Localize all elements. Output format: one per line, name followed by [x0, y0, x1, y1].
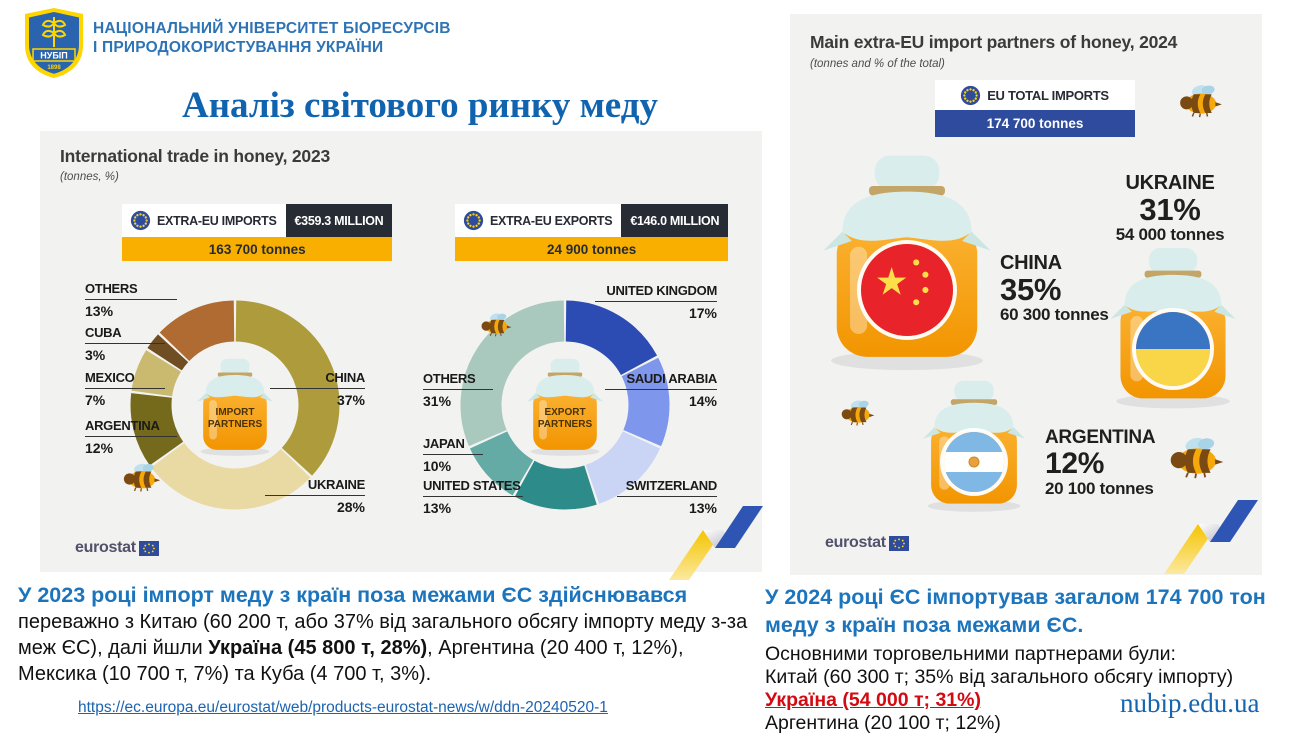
logo-year: 1898 — [47, 65, 61, 71]
imports-badge-top: EXTRA-EU IMPORTS €359.3 MILLION — [122, 204, 393, 237]
total-badge-label: EU TOTAL IMPORTS — [987, 87, 1109, 103]
import-label-ukraine: UKRAINE 28% — [265, 477, 365, 515]
ukraine-flag-icon — [1136, 312, 1210, 386]
argentina-label: ARGENTINA 12% 20 100 tonnes — [1045, 427, 1156, 498]
china-honey-jar — [812, 148, 1002, 372]
import-label-others: OTHERS 13% — [85, 281, 177, 319]
eu-flag-icon — [463, 210, 484, 231]
slide-title: Аналіз світового ринку меду — [182, 85, 658, 126]
china-label: CHINA 35% 60 300 tonnes — [1000, 252, 1109, 324]
import-donut-center-label: IMPORT PARTNERS — [207, 407, 263, 430]
eurostat-wordmark: eurostat — [75, 539, 136, 556]
right-panel-subtitle: (tonnes and % of the total) — [810, 58, 945, 70]
export-label-united-states: UNITED STATES 13% — [423, 478, 523, 516]
exports-badge-label-box: EXTRA-EU EXPORTS — [455, 204, 622, 237]
eu-flag-icon — [130, 210, 151, 231]
eurostat-wordmark: eurostat — [825, 534, 886, 551]
university-website-link[interactable]: nubip.edu.ua — [1120, 688, 1260, 718]
eu-flag-icon — [888, 535, 909, 551]
right-panel-title: Main extra-EU import partners of honey, … — [810, 32, 1178, 52]
imports-badge-label: EXTRA-EU IMPORTS — [157, 213, 277, 228]
bee-icon — [480, 311, 513, 337]
university-logo: НУБІП 1898 — [25, 8, 83, 78]
university-name-line2: І ПРИРОДОКОРИСТУВАННЯ УКРАЇНИ — [93, 39, 384, 56]
notes-2023: У 2023 році імпорт меду з країн поза меж… — [18, 582, 762, 721]
bee-icon — [1178, 82, 1224, 118]
extra-eu-imports-badge: EXTRA-EU IMPORTS €359.3 MILLION 163 700 … — [122, 204, 393, 261]
export-donut-center-label: EXPORT PARTNERS — [537, 407, 593, 430]
eurostat-logo: eurostat — [825, 534, 909, 552]
exports-badge-value: €146.0 MILLION — [621, 204, 729, 237]
notes-2023-headline: У 2023 році імпорт меду з країн поза меж… — [18, 583, 688, 607]
total-badge-label-box: EU TOTAL IMPORTS — [935, 80, 1135, 110]
argentina-honey-jar — [916, 376, 1032, 513]
argentina-flag-icon — [944, 432, 1004, 492]
china-flag-icon — [861, 244, 953, 336]
import-label-mexico: MEXICO 7% — [85, 370, 165, 408]
exports-badge-top: EXTRA-EU EXPORTS €146.0 MILLION — [455, 204, 729, 237]
import-jar-icon: IMPORT PARTNERS — [192, 355, 278, 457]
honey-jar-icon — [192, 355, 278, 457]
export-partners-donut — [460, 300, 670, 510]
import-partners-donut — [130, 300, 340, 510]
import-partners-2024-panel: Main extra-EU import partners of honey, … — [790, 14, 1262, 575]
import-label-cuba: CUBA 3% — [85, 325, 165, 363]
extra-eu-exports-badge: EXTRA-EU EXPORTS €146.0 MILLION 24 900 t… — [455, 204, 729, 261]
export-label-uk: UNITED KINGDOM 17% — [595, 283, 717, 321]
eu-total-imports-badge: EU TOTAL IMPORTS 174 700 tonnes — [935, 80, 1135, 137]
exports-badge-tonnes: 24 900 tonnes — [455, 237, 729, 261]
bee-icon — [840, 398, 876, 426]
imports-badge-value: €359.3 MILLION — [285, 204, 393, 237]
notes-2023-ukraine-bold: Україна (45 800 т, 28%) — [208, 637, 428, 659]
export-label-japan: JAPAN 10% — [423, 436, 483, 474]
notes-2024: У 2024 році ЄС імпортував загалом 174 70… — [765, 583, 1303, 735]
eurostat-ribbon-decoration — [665, 488, 765, 580]
import-label-argentina: ARGENTINA 12% — [85, 418, 177, 456]
export-label-saudi-arabia: SAUDI ARABIA 14% — [605, 371, 717, 409]
ukraine-label: UKRAINE 31% 54 000 tonnes — [1115, 172, 1225, 244]
notes-2023-body-before: переважно з Китаю (60 200 т, або 37% від… — [18, 611, 748, 659]
total-badge-top: EU TOTAL IMPORTS — [935, 80, 1135, 110]
exports-badge-label: EXTRA-EU EXPORTS — [490, 213, 613, 228]
honey-jar-icon — [522, 355, 608, 457]
imports-badge-tonnes: 163 700 tonnes — [122, 237, 393, 261]
notes-2024-headline: У 2024 році ЄС імпортував загалом 174 70… — [765, 585, 1266, 637]
eu-flag-icon — [138, 540, 159, 556]
left-panel-subtitle: (tonnes, %) — [60, 171, 119, 183]
logo-abbr: НУБІП — [40, 51, 68, 61]
bee-icon — [122, 461, 162, 492]
eurostat-source-link[interactable]: https://ec.europa.eu/eurostat/web/produc… — [78, 699, 608, 716]
notes-2023-body-after: , Аргентина (20 400 т, 12%), Мексика (10… — [18, 637, 684, 685]
ukraine-honey-jar — [1102, 242, 1244, 410]
eurostat-ribbon-decoration — [1158, 482, 1262, 574]
notes-2024-line2: Китай (60 300 т; 35% від загального обся… — [765, 666, 1234, 688]
import-label-china: CHINA 37% — [270, 370, 365, 408]
notes-2024-ukraine-highlight: Україна (54 000 т; 31%) — [765, 689, 981, 711]
notes-2024-line1: Основними торговельними партнерами були: — [765, 643, 1176, 665]
university-name: НАЦІОНАЛЬНИЙ УНІВЕРСИТЕТ БІОРЕСУРСІВ І П… — [93, 19, 451, 57]
trade-2023-panel: International trade in honey, 2023 (tonn… — [40, 131, 762, 572]
university-name-line1: НАЦІОНАЛЬНИЙ УНІВЕРСИТЕТ БІОРЕСУРСІВ — [93, 20, 451, 37]
left-panel-title: International trade in honey, 2023 — [60, 146, 331, 166]
export-label-switzerland: SWITZERLAND 13% — [617, 478, 717, 516]
export-jar-icon: EXPORT PARTNERS — [522, 355, 608, 457]
eu-flag-icon — [960, 85, 981, 106]
export-label-others: OTHERS 31% — [423, 371, 493, 409]
bee-icon — [1168, 434, 1226, 479]
total-badge-tonnes: 174 700 tonnes — [935, 110, 1135, 137]
eurostat-logo: eurostat — [75, 539, 159, 557]
imports-badge-label-box: EXTRA-EU IMPORTS — [122, 204, 286, 237]
